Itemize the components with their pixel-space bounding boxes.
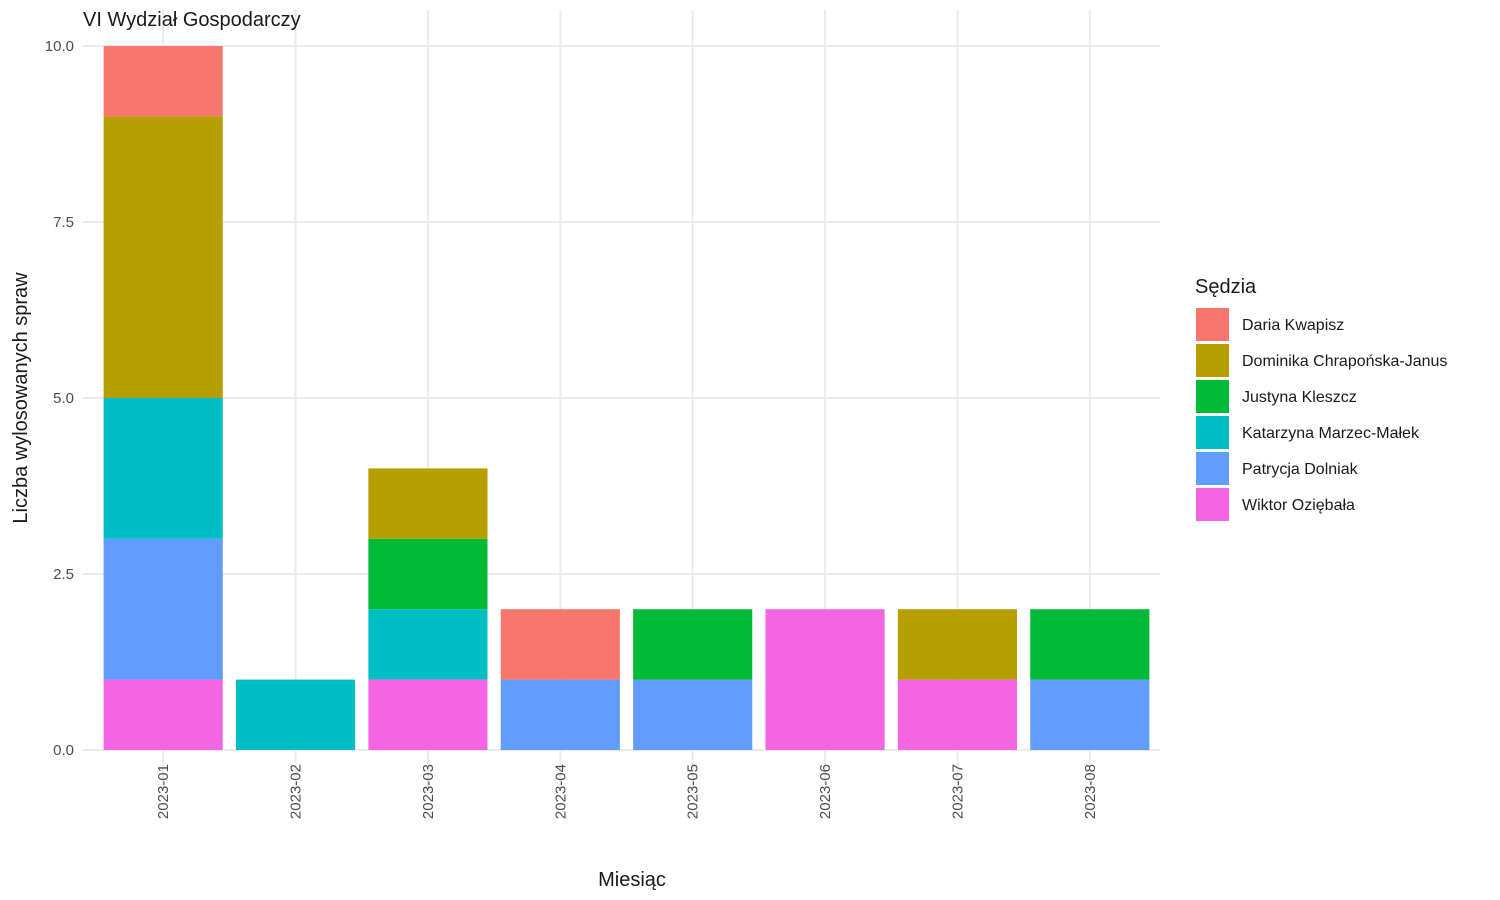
y-tick-label: 5.0 (53, 390, 74, 407)
bar-segment (500, 609, 620, 680)
x-tick-label: 2023-06 (817, 764, 834, 819)
bar-segment (633, 679, 753, 750)
legend-swatch (1196, 308, 1229, 341)
bar-segment (368, 468, 488, 539)
legend-title: Sędzia (1195, 276, 1257, 298)
x-tick-label: 2023-05 (685, 764, 702, 819)
bar-segment (103, 46, 223, 117)
bar-segment (633, 609, 753, 680)
bar-segment (103, 679, 223, 750)
y-tick-label: 0.0 (53, 742, 74, 759)
x-tick-label: 2023-04 (552, 764, 569, 819)
legend: Sędzia Daria Kwapisz Dominika Chrapońska-… (1195, 276, 1447, 521)
bar-segment (765, 609, 885, 750)
x-tick-label: 2023-08 (1082, 764, 1099, 819)
legend-swatch (1196, 416, 1229, 449)
bar-segment (1030, 679, 1150, 750)
x-tick-label: 2023-02 (288, 764, 305, 819)
y-tick-label: 2.5 (53, 566, 74, 583)
legend-label: Justyna Kleszcz (1242, 389, 1357, 406)
bar-segment (103, 538, 223, 680)
x-axis-title: Miesiąc (598, 869, 666, 891)
y-tick-label: 7.5 (53, 214, 74, 231)
legend-items: Daria Kwapisz Dominika Chrapońska-Janus Ju… (1196, 308, 1447, 521)
x-tick-label: 2023-03 (420, 764, 437, 819)
bar-segment (368, 609, 488, 680)
bar-segment (897, 679, 1018, 750)
chart-title: VI Wydział Gospodarczy (83, 9, 301, 31)
x-tick-label: 2023-01 (155, 764, 172, 819)
bar-segment (1030, 609, 1150, 680)
bar-segment (368, 679, 488, 750)
x-axis-ticks: 2023-01 2023-02 2023-03 2023-04 2023-05 2023-… (155, 752, 1099, 819)
bar-segment (235, 679, 356, 750)
legend-label: Daria Kwapisz (1242, 317, 1344, 334)
legend-swatch (1196, 488, 1229, 521)
bar-segment (500, 679, 620, 750)
bar-segment (103, 116, 223, 399)
legend-swatch (1196, 452, 1229, 485)
legend-label: Dominika Chrapońska-Janus (1242, 353, 1447, 370)
legend-label: Wiktor Oziębała (1242, 497, 1355, 514)
y-axis-title: Liczba wylosowanych spraw (10, 272, 32, 524)
y-axis-ticks: 0.0 2.5 5.0 7.5 10.0 (45, 38, 74, 759)
legend-label: Katarzyna Marzec-Małek (1242, 425, 1420, 442)
y-tick-label: 10.0 (45, 38, 74, 55)
legend-swatch (1196, 344, 1229, 377)
bar-segment (897, 609, 1018, 680)
bars (103, 46, 1150, 750)
bar-segment (103, 398, 223, 539)
legend-swatch (1196, 380, 1229, 413)
bar-segment (368, 538, 488, 610)
legend-label: Patrycja Dolniak (1242, 461, 1359, 478)
x-tick-label: 2023-07 (949, 764, 966, 819)
